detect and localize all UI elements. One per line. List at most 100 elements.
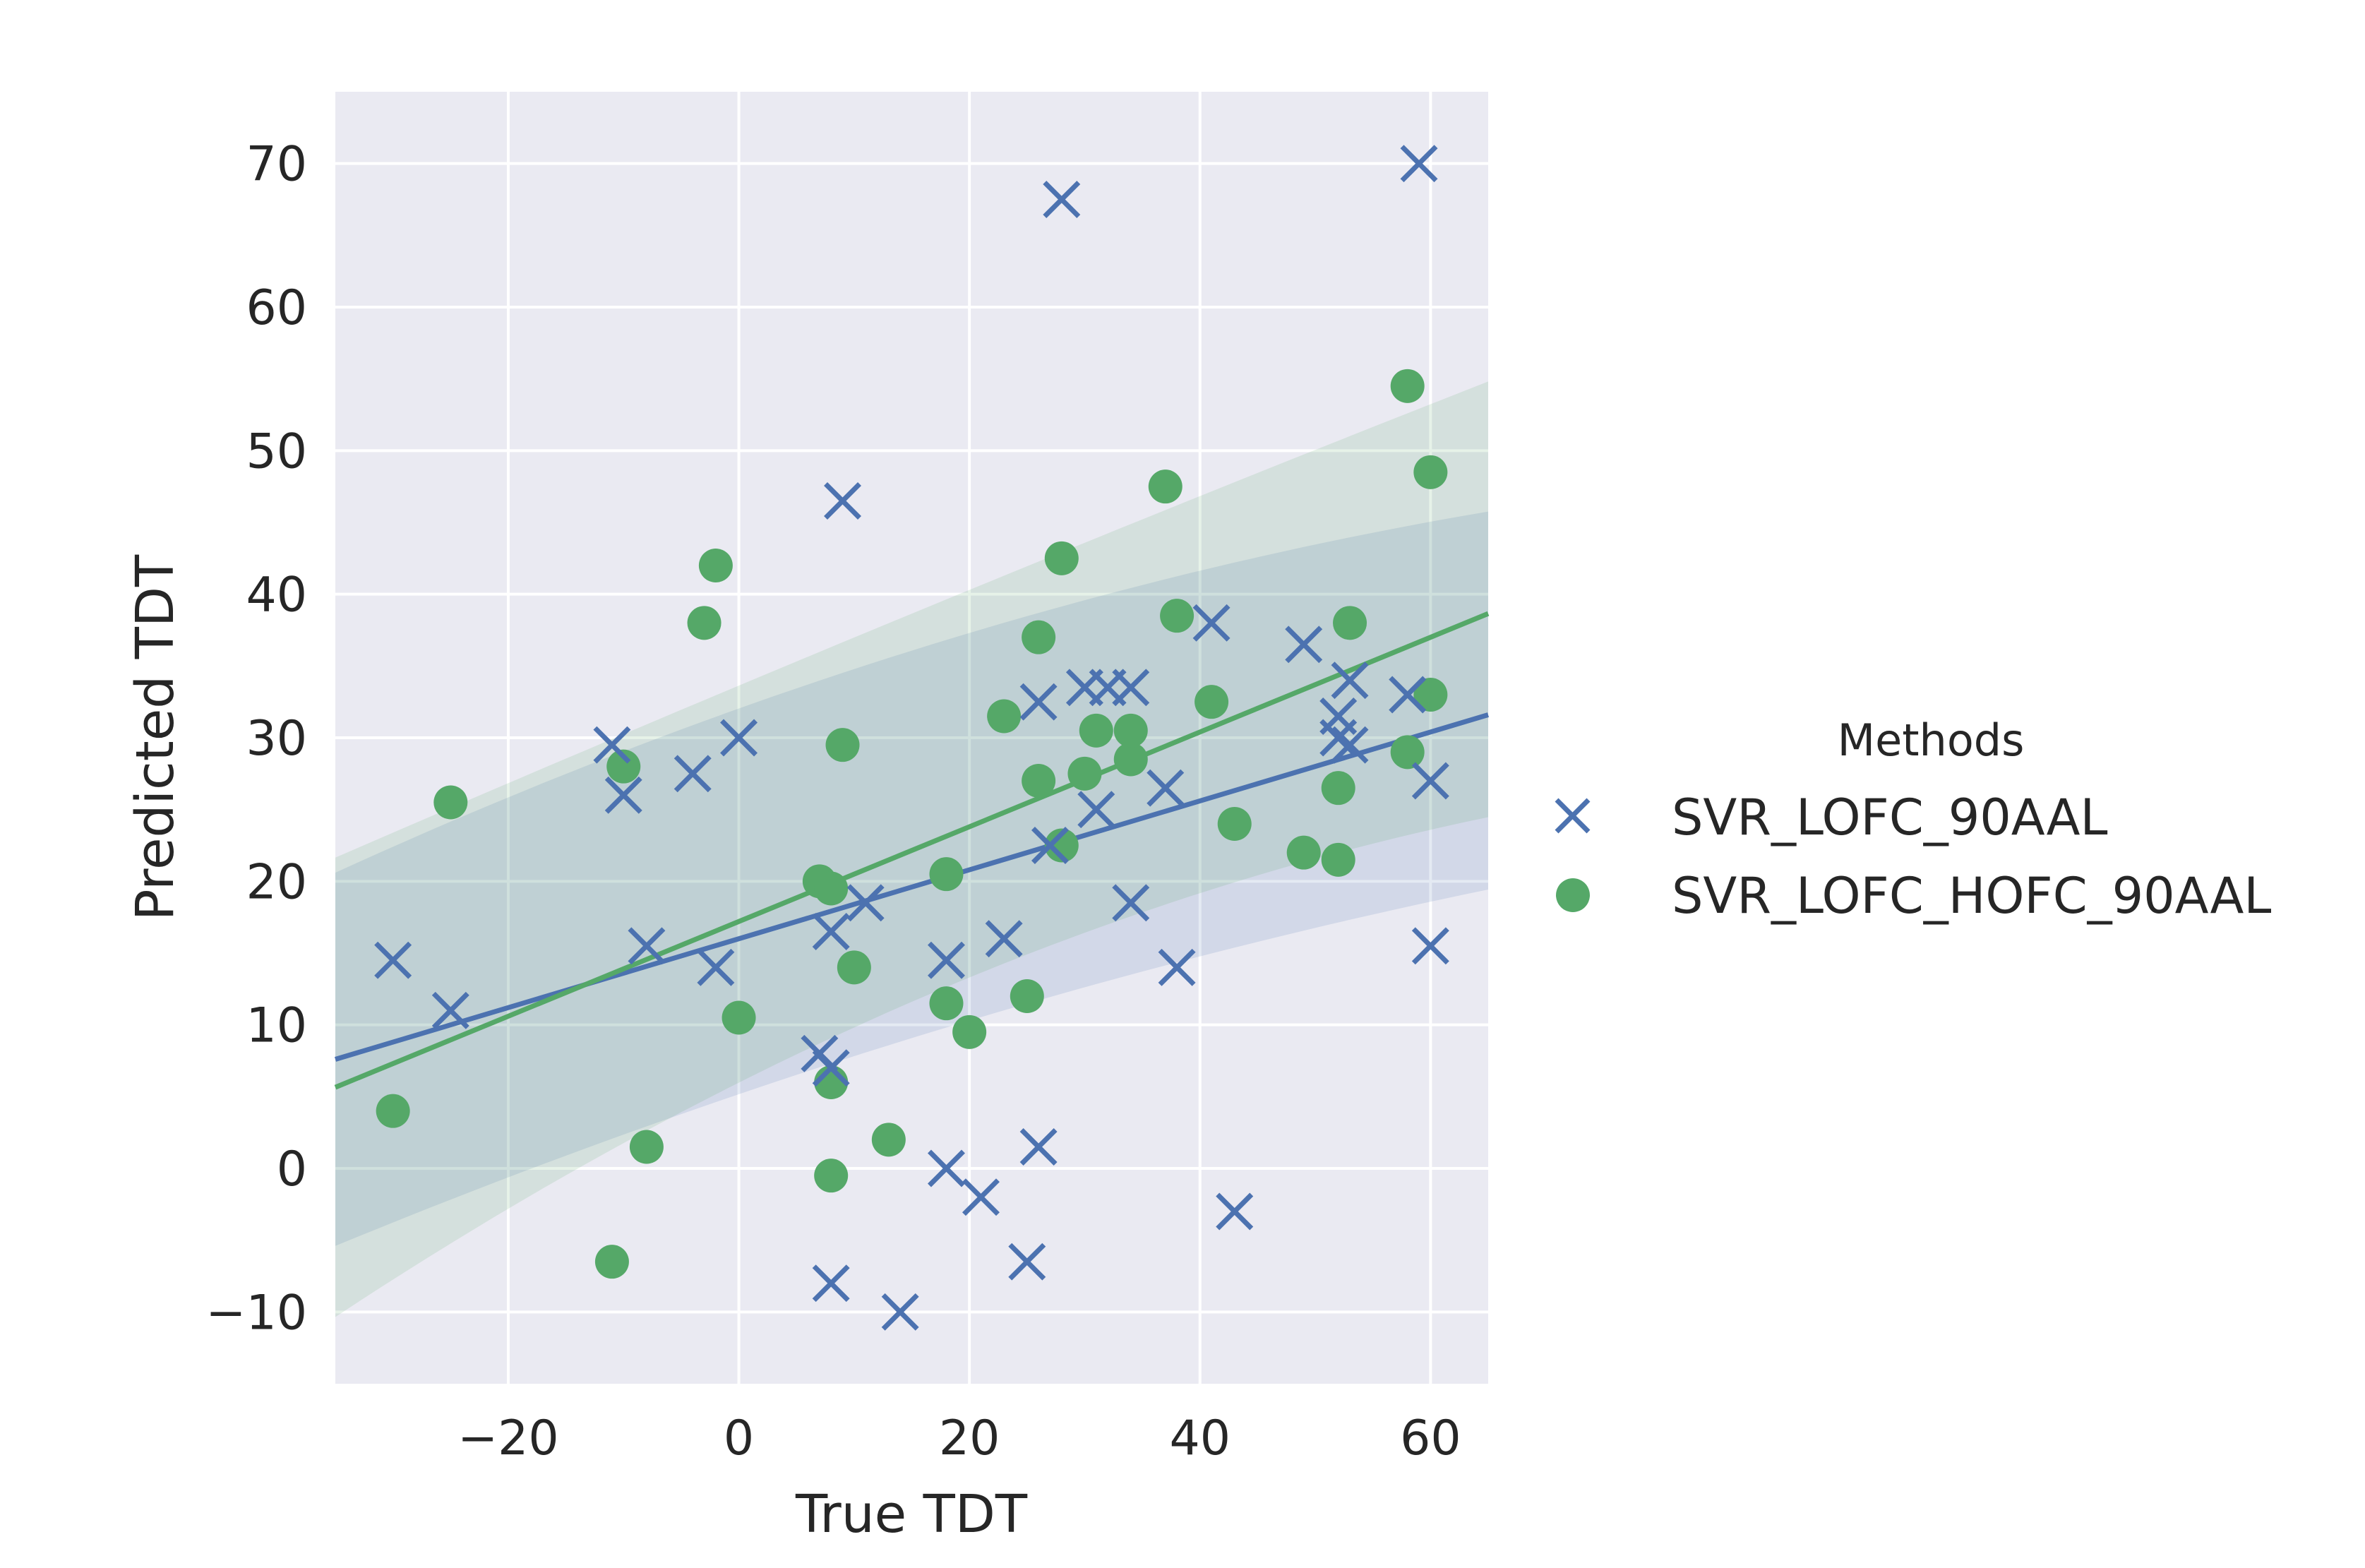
point-circle bbox=[433, 785, 468, 820]
regression-line-2 bbox=[334, 611, 1490, 1090]
point-x bbox=[1285, 626, 1323, 664]
point-x bbox=[928, 941, 965, 979]
point-circle bbox=[1044, 828, 1079, 863]
point-circle bbox=[606, 749, 641, 784]
point-circle bbox=[687, 606, 722, 640]
point-x bbox=[593, 726, 631, 764]
point-circle bbox=[1321, 842, 1355, 877]
y-tick-label: 70 bbox=[246, 137, 307, 193]
point-x bbox=[1331, 726, 1369, 764]
point-circle bbox=[722, 1000, 756, 1035]
regression-line-1 bbox=[334, 712, 1490, 1062]
point-x bbox=[812, 1264, 850, 1303]
y-tick-label: 0 bbox=[277, 1142, 307, 1197]
point-x bbox=[1077, 791, 1115, 829]
point-circle bbox=[1217, 807, 1252, 841]
point-circle bbox=[1413, 678, 1448, 712]
data-points bbox=[374, 145, 1449, 1331]
point-circle bbox=[929, 986, 964, 1021]
point-circle bbox=[1113, 713, 1148, 748]
point-x bbox=[697, 948, 735, 986]
point-circle bbox=[1010, 979, 1044, 1013]
point-x bbox=[1319, 698, 1358, 735]
point-x bbox=[1008, 1243, 1046, 1281]
legend-marker-circle-icon bbox=[1556, 878, 1590, 912]
point-x bbox=[1216, 1192, 1254, 1231]
point-x bbox=[1112, 669, 1150, 707]
point-x bbox=[1158, 948, 1196, 986]
point-x bbox=[1031, 827, 1069, 864]
point-circle bbox=[814, 871, 849, 906]
point-circle bbox=[825, 728, 860, 762]
point-x bbox=[1019, 683, 1058, 721]
y-tick-label: 30 bbox=[246, 711, 307, 767]
x-tick-label: 0 bbox=[724, 1411, 754, 1466]
point-x bbox=[1331, 662, 1369, 700]
point-circle bbox=[1160, 599, 1195, 633]
legend: Methods SVR_LOFC_90AAL SVR_LOFC_HOFC_90A… bbox=[1555, 714, 2271, 925]
x-tick-label: 40 bbox=[1169, 1411, 1231, 1466]
point-circle bbox=[1079, 713, 1113, 748]
y-tick-labels: −10 0 10 20 30 40 50 60 70 bbox=[205, 137, 307, 1341]
point-circle bbox=[594, 1245, 629, 1279]
legend-title: Methods bbox=[1838, 714, 2025, 766]
point-x bbox=[812, 913, 850, 950]
y-tick-label: 10 bbox=[246, 998, 307, 1054]
regression-lines bbox=[334, 611, 1490, 1090]
point-x bbox=[824, 482, 861, 520]
y-tick-label: 20 bbox=[246, 854, 307, 910]
point-circle bbox=[1390, 369, 1425, 403]
legend-label-series-1: SVR_LOFC_90AAL bbox=[1672, 789, 2108, 846]
point-circle bbox=[814, 1159, 849, 1193]
point-x bbox=[1112, 884, 1150, 922]
point-x bbox=[1400, 145, 1438, 183]
point-circle bbox=[987, 699, 1022, 734]
x-tick-label: 60 bbox=[1400, 1411, 1461, 1466]
legend-label-series-2: SVR_LOFC_HOFC_90AAL bbox=[1672, 867, 2271, 925]
point-circle bbox=[1286, 835, 1321, 870]
y-tick-label: −10 bbox=[205, 1285, 307, 1341]
y-tick-label: 60 bbox=[246, 280, 307, 336]
point-x bbox=[1411, 762, 1449, 800]
y-tick-label: 50 bbox=[246, 424, 307, 479]
x-tick-label: −20 bbox=[457, 1411, 559, 1466]
point-circle bbox=[629, 1130, 664, 1164]
point-circle bbox=[1195, 685, 1229, 719]
point-circle bbox=[837, 950, 871, 985]
point-circle bbox=[1148, 469, 1182, 504]
point-x bbox=[1019, 1128, 1058, 1166]
point-circle bbox=[1321, 771, 1355, 806]
point-x bbox=[604, 776, 642, 814]
point-circle bbox=[1413, 455, 1448, 489]
point-circle bbox=[929, 857, 964, 892]
point-x bbox=[1192, 604, 1231, 642]
point-x bbox=[720, 719, 758, 757]
point-x bbox=[1411, 927, 1449, 965]
x-axis-label: True TDT bbox=[795, 1484, 1028, 1545]
point-circle bbox=[1022, 764, 1056, 798]
point-x bbox=[985, 920, 1023, 958]
point-circle bbox=[1113, 742, 1148, 777]
point-circle bbox=[1044, 541, 1079, 575]
x-tick-labels: −20 0 20 40 60 bbox=[457, 1411, 1461, 1466]
point-circle bbox=[1390, 735, 1425, 770]
point-x bbox=[673, 755, 712, 793]
x-tick-label: 20 bbox=[939, 1411, 1000, 1466]
y-axis-label: Predicted TDT bbox=[125, 554, 186, 921]
point-x bbox=[374, 941, 412, 979]
point-x bbox=[812, 1049, 850, 1087]
point-x bbox=[1043, 181, 1081, 218]
point-x bbox=[1389, 676, 1427, 714]
point-x bbox=[628, 927, 666, 965]
point-circle bbox=[871, 1123, 906, 1157]
point-circle bbox=[1333, 606, 1367, 640]
legend-marker-x-icon bbox=[1555, 798, 1591, 834]
point-circle bbox=[1022, 620, 1056, 654]
point-x bbox=[1146, 769, 1185, 807]
point-circle bbox=[952, 1015, 987, 1049]
point-x bbox=[431, 991, 469, 1029]
point-circle bbox=[376, 1094, 410, 1128]
point-circle bbox=[1067, 756, 1102, 791]
y-tick-label: 40 bbox=[246, 568, 307, 623]
